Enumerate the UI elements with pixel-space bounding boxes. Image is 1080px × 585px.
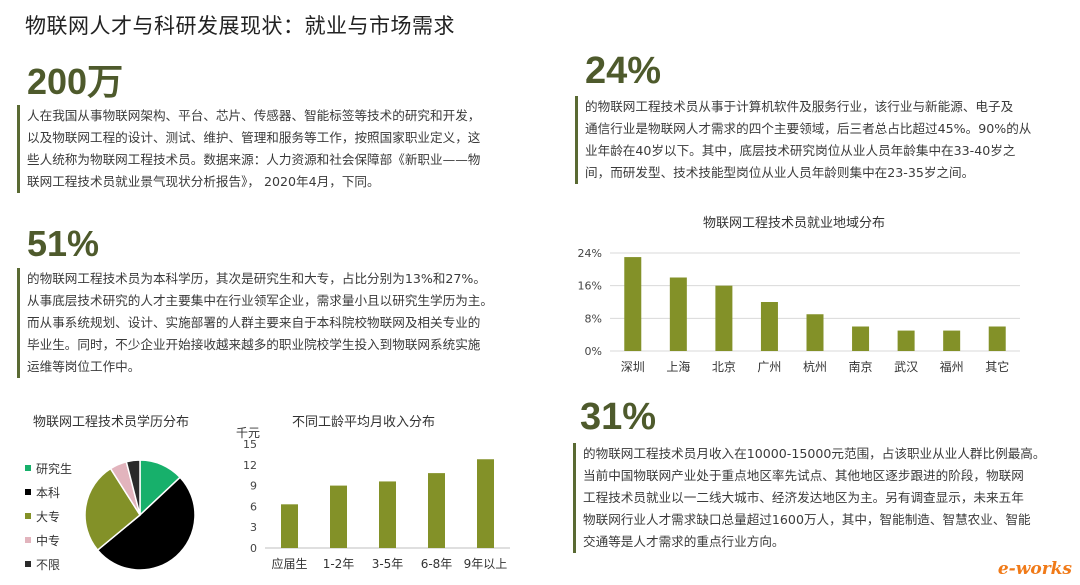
stat-description-line: 交通等是人才需求的重点行业方向。 (583, 534, 785, 549)
stat-value-3: 24% (585, 50, 662, 92)
x-tick-label: 深圳 (621, 360, 645, 374)
bar-广州 (760, 302, 778, 351)
education-pie-chart (84, 459, 196, 571)
bar-武汉 (897, 330, 915, 351)
legend-item: 大专 (25, 504, 72, 528)
x-tick-label: 1-2年 (323, 557, 355, 571)
x-tick-label: 杭州 (803, 359, 827, 374)
y-tick-label: 12 (243, 459, 257, 472)
legend-item: 不限 (25, 552, 72, 576)
bar-应届生 (281, 504, 298, 548)
stat-description-line: 通信行业是物联网人才需求的四个主要领域，后三者总占比超过45%。90%的从 (585, 121, 1032, 136)
stat-value-1: 200万 (27, 61, 124, 102)
stat-description-line: 从事底层技术研究的人才主要集中在行业领军企业，需求量小且以研究生学历为主。 (27, 293, 493, 308)
legend-label: 不限 (36, 557, 61, 572)
pie-slice-大专 (84, 467, 141, 552)
education-chart-title: 物联网工程技术员学历分布 (33, 415, 190, 430)
x-tick-label: 武汉 (894, 360, 918, 374)
bar-上海 (669, 277, 687, 351)
region-chart-title: 物联网工程技术员就业地域分布 (703, 216, 886, 231)
x-tick-label: 9年以上 (464, 557, 508, 571)
y-axis-label: 千元 (236, 426, 260, 440)
stat-description-line: 间，而研发型、技术技能型岗位从业人员年龄则集中在23-35岁之间。 (585, 165, 975, 180)
x-tick-label: 6-8年 (421, 557, 453, 571)
y-tick-label: 0% (585, 345, 602, 358)
pie-slice-本科 (96, 476, 196, 571)
bar-北京 (715, 285, 733, 351)
y-tick-label: 3 (250, 521, 257, 534)
x-tick-label: 福州 (940, 359, 964, 374)
x-tick-label: 应届生 (271, 556, 307, 571)
page-title: 物联网人才与科研发展现状：就业与市场需求 (25, 14, 455, 38)
stat-description-1: 人在我国从事物联网架构、平台、芯片、传感器、智能标签等技术的研究和开发， 以及物… (17, 105, 527, 193)
stat-description-line: 人在我国从事物联网架构、平台、芯片、传感器、智能标签等技术的研究和开发， (27, 108, 481, 123)
stat-description-line: 些人统称为物联网工程技术员。数据来源：人力资源和社会保障部《新职业——物 (27, 152, 481, 167)
bar-南京 (852, 326, 870, 351)
pie-slice-不限 (125, 459, 141, 516)
bar-其它 (988, 326, 1006, 351)
legend-label: 大专 (36, 509, 61, 524)
stat-description-line: 的物联网工程技术员为本科学历，其次是研究生和大专，占比分别为13%和27%。 (27, 271, 486, 286)
x-tick-label: 上海 (666, 359, 690, 374)
y-tick-label: 15 (243, 438, 257, 451)
stat-description-line: 的物联网工程技术员月收入在10000-15000元范围，占该职业从业人群比例最高… (583, 446, 1046, 461)
legend-swatch (25, 537, 31, 543)
x-tick-label: 北京 (712, 360, 736, 374)
legend-item: 研究生 (25, 456, 72, 480)
stat-description-line: 的物联网工程技术员从事于计算机软件及服务行业，该行业与新能源、电子及 (585, 99, 1014, 114)
bar-9年以上 (477, 459, 494, 548)
eworks-logo: e-works (997, 559, 1072, 579)
legend-swatch (25, 465, 31, 471)
legend-swatch (25, 513, 31, 519)
region-bar-chart: 0% 8% 16% 24% 深圳 上海 北京 广州 杭州 南京 武汉 福州 其它 (578, 247, 1020, 374)
stat-description-line: 物联网行业人才需求缺口总量超过1600万人，其中，智能制造、智慧农业、智能 (583, 512, 1031, 527)
y-tick-label: 0 (250, 542, 257, 555)
legend-label: 中专 (36, 533, 61, 548)
legend-item: 本科 (25, 480, 72, 504)
y-tick-label: 8% (585, 312, 602, 325)
bar-1-2年 (330, 485, 347, 548)
income-chart-title: 不同工龄平均月收入分布 (292, 415, 436, 430)
stat-description-2: 的物联网工程技术员为本科学历，其次是研究生和大专，占比分别为13%和27%。 从… (17, 268, 532, 378)
stat-description-line: 当前中国物联网产业处于重点地区率先试点、其他地区逐步跟进的阶段，物联网 (583, 468, 1024, 483)
stat-description-line: 以及物联网工程的设计、测试、维护、管理和服务等工作，按照国家职业定义，这 (27, 130, 481, 145)
legend-swatch (25, 489, 31, 495)
income-bar-chart: 0 3 6 9 12 15 应届生 1-2年 3-5年 6-8年 9年以上 千元 (236, 426, 510, 571)
bar-福州 (943, 330, 961, 351)
stat-description-line: 业年龄在40岁以下。其中，底层技术研究岗位从业人员年龄集中在33-40岁之 (585, 143, 1016, 158)
legend-label: 研究生 (36, 461, 73, 476)
x-tick-label: 南京 (849, 359, 873, 374)
y-tick-label: 16% (578, 280, 602, 293)
bar-6-8年 (428, 473, 445, 548)
stat-description-line: 毕业生。同时，不少企业开始接收越来越多的职业院校学生投入到物联网系统实施 (27, 337, 481, 352)
y-tick-label: 9 (250, 480, 257, 493)
education-legend: 研究生 本科 大专 中专 不限 (25, 456, 72, 576)
stat-description-line: 运维等岗位工作中。 (27, 359, 141, 374)
stat-description-3: 的物联网工程技术员从事于计算机软件及服务行业，该行业与新能源、电子及 通信行业是… (575, 96, 1065, 184)
y-tick-label: 6 (250, 500, 257, 513)
stat-description-line: 工程技术员就业以一二线大城市、经济发达地区为主。另有调查显示，未来五年 (583, 490, 1024, 505)
x-tick-label: 其它 (985, 359, 1009, 374)
legend-item: 中专 (25, 528, 72, 552)
bar-3-5年 (379, 481, 396, 548)
stat-description-line: 联网工程技术员就业景气现状分析报告》， 2020年4月，下同。 (27, 174, 380, 189)
bar-深圳 (624, 257, 642, 351)
x-tick-label: 广州 (757, 360, 781, 374)
bar-杭州 (806, 314, 824, 351)
stat-value-4: 31% (580, 396, 657, 438)
stat-description-line: 而从事系统规划、设计、实施部署的人群主要来自于本科院校物联网及相关专业的 (27, 315, 481, 330)
stat-value-2: 51% (27, 223, 100, 264)
x-tick-label: 3-5年 (372, 557, 404, 571)
stat-description-4: 的物联网工程技术员月收入在10000-15000元范围，占该职业从业人群比例最高… (573, 443, 1073, 553)
legend-label: 本科 (36, 485, 61, 500)
legend-swatch (25, 561, 31, 567)
y-tick-label: 24% (578, 247, 602, 260)
